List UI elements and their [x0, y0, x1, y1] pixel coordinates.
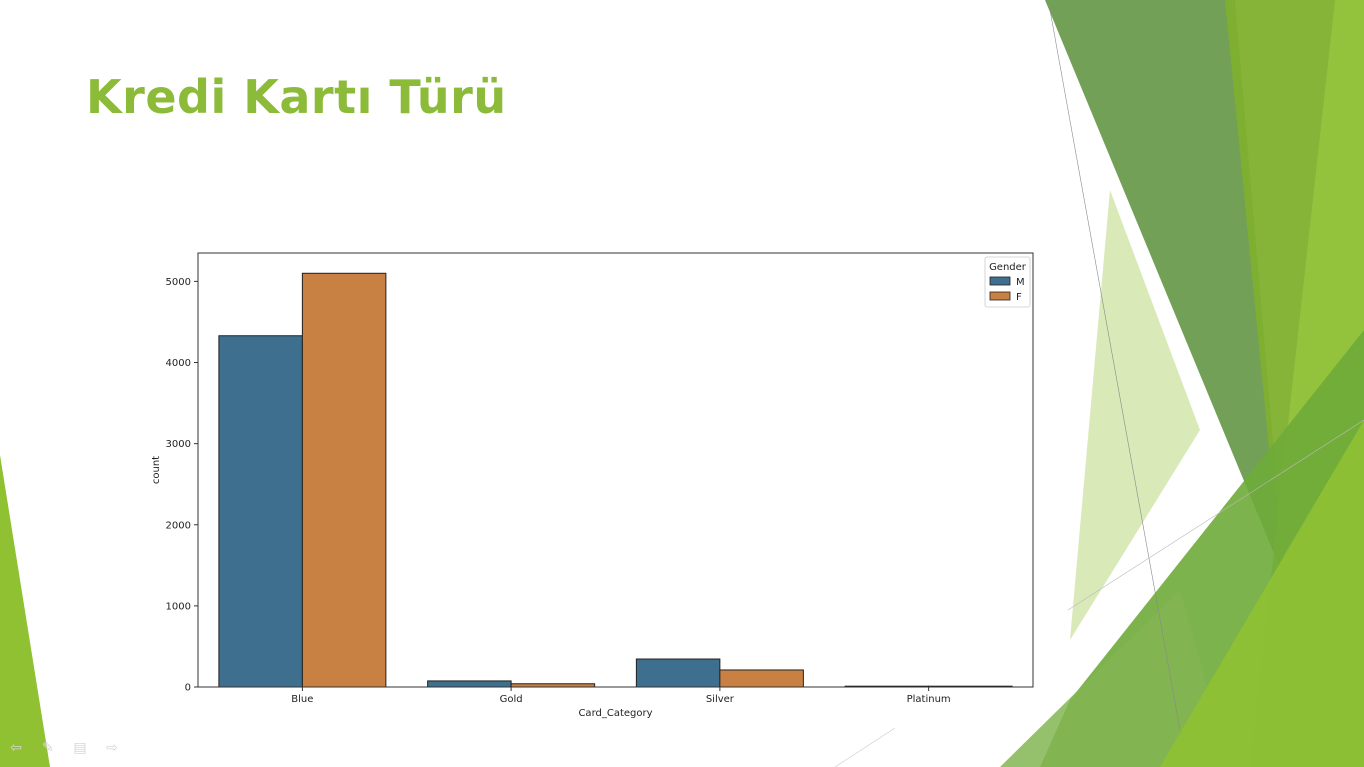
legend-label-f: F	[1016, 292, 1022, 303]
y-tick-label: 3000	[166, 439, 191, 450]
x-tick-label: Blue	[291, 694, 313, 705]
decor-line	[1067, 419, 1364, 611]
bar-silver-m	[635, 658, 721, 688]
y-tick-label: 1000	[166, 601, 191, 612]
legend-items: MF	[989, 276, 1025, 303]
plot-frame	[197, 252, 1034, 688]
menu-icon[interactable]: ▤	[73, 740, 87, 756]
x-axis-ticks: Blue Gold Silver Platinum	[291, 687, 951, 705]
legend-swatch-m	[989, 276, 1011, 286]
decor-shape	[1070, 190, 1200, 640]
x-tick-label: Silver	[706, 694, 735, 705]
decor-line	[1049, 9, 1181, 731]
decor-line	[834, 727, 896, 767]
bar-gold-m	[427, 680, 512, 688]
legend-title: Gender	[989, 262, 1027, 273]
legend-label-m: M	[1016, 277, 1025, 288]
legend-swatch-f	[989, 291, 1011, 301]
bar-blue-m	[218, 335, 303, 688]
back-arrow-icon[interactable]: ⇦	[10, 740, 22, 756]
y-tick-label: 4000	[166, 358, 191, 369]
decor-shape	[1160, 420, 1364, 767]
y-axis-label: count	[151, 456, 162, 484]
decor-shape	[1045, 0, 1285, 580]
y-tick-label: 0	[185, 683, 191, 694]
y-tick-label: 2000	[166, 520, 191, 531]
slide-nav-controls: ⇦ ✎ ▤ ⇨	[6, 738, 122, 758]
bars-layer	[218, 272, 1013, 688]
decor-shape	[1000, 590, 1230, 767]
bar-blue-f	[301, 272, 387, 688]
legend: Gender MF	[984, 256, 1031, 308]
bar-silver-f	[719, 669, 804, 688]
y-tick-label: 5000	[166, 277, 191, 288]
forward-arrow-icon[interactable]: ⇨	[106, 740, 118, 756]
pen-icon[interactable]: ✎	[42, 740, 54, 756]
y-axis-ticks: 0 1000 2000 3000 4000 5000	[166, 277, 198, 694]
x-tick-label: Gold	[500, 694, 523, 705]
x-tick-label: Platinum	[907, 694, 951, 705]
x-axis-label: Card_Category	[578, 708, 652, 719]
slide-title: Kredi Kartı Türü	[86, 70, 507, 124]
bar-chart: 0 1000 2000 3000 4000 5000 Blue Gold Silver Plat…	[151, 252, 1034, 719]
decor-shape	[0, 455, 50, 767]
